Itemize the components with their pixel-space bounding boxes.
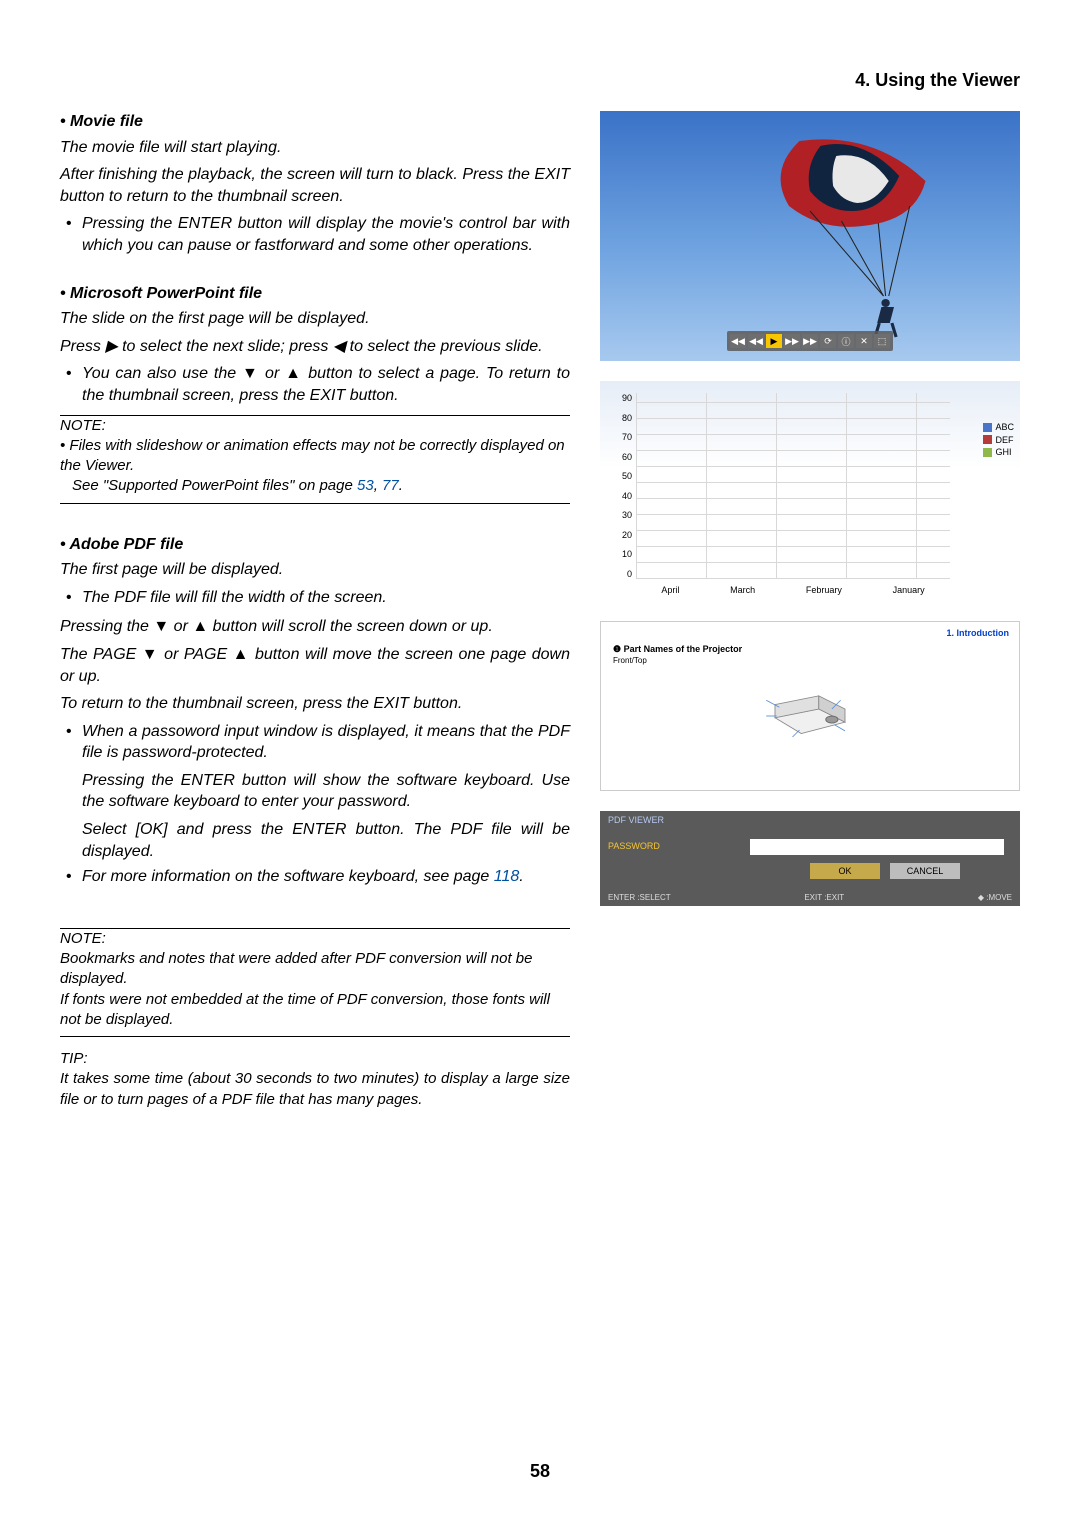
tip-text: It takes some time (about 30 seconds to … — [60, 1069, 570, 1110]
control-button[interactable]: ✕ — [856, 334, 872, 348]
page-number: 58 — [0, 1461, 1080, 1482]
pdf-b2a: When a passoword input window is display… — [82, 723, 570, 762]
legend-item: DEF — [983, 434, 1014, 447]
chart-ytick: 20 — [606, 530, 632, 540]
chart-ytick: 90 — [606, 393, 632, 403]
legend-label: DEF — [995, 434, 1013, 447]
figure-column: ◀◀◀◀▶▶▶▶▶⟳ⓘ✕⬚ 9080706050403020100 AprilM… — [600, 111, 1020, 1110]
pdf-b1: The PDF file will fill the width of the … — [60, 587, 570, 609]
movie-bullet: Pressing the ENTER button will display t… — [60, 213, 570, 256]
ppt-note-2: See "Supported PowerPoint files" on page… — [60, 476, 570, 496]
pdf-p1: The first page will be displayed. — [60, 559, 570, 581]
text-column: • Movie file The movie file will start p… — [60, 111, 570, 1110]
legend-item: ABC — [983, 421, 1014, 434]
legend-swatch — [983, 435, 992, 444]
pdf-heading: • Adobe PDF file — [60, 534, 570, 556]
pdf-fig-ft: Front/Top — [613, 656, 647, 665]
legend-swatch — [983, 423, 992, 432]
legend-swatch — [983, 448, 992, 457]
parachute-illustration — [600, 111, 1020, 361]
link-118[interactable]: 118 — [494, 868, 520, 885]
dialog-hint-move: ◆ :MOVE — [978, 893, 1012, 902]
ppt-note-label: NOTE: — [60, 416, 570, 436]
chart-xtick: January — [893, 585, 925, 595]
chart-x-labels: April March February January — [636, 585, 950, 595]
link-53[interactable]: 53 — [357, 477, 374, 494]
control-button[interactable]: ▶ — [766, 334, 782, 348]
ppt-note-1: • Files with slideshow or animation effe… — [60, 436, 570, 477]
dialog-footer: ENTER :SELECT EXIT :EXIT ◆ :MOVE — [608, 893, 1012, 902]
ppt-p1: The slide on the first page will be disp… — [60, 308, 570, 330]
chart-legend: ABCDEFGHI — [983, 421, 1014, 459]
chapter-header: 4. Using the Viewer — [60, 70, 1020, 91]
dialog-password-input[interactable] — [750, 839, 1004, 855]
chart-ytick: 70 — [606, 432, 632, 442]
projector-diagram-icon — [755, 674, 865, 744]
movie-figure: ◀◀◀◀▶▶▶▶▶⟳ⓘ✕⬚ — [600, 111, 1020, 361]
chart-y-labels: 90 80 70 60 50 40 30 20 10 0 — [606, 393, 632, 579]
link-77[interactable]: 77 — [382, 477, 399, 494]
legend-item: GHI — [983, 446, 1014, 459]
ppt-note-sep: , — [374, 477, 382, 494]
dialog-cancel-button[interactable]: CANCEL — [890, 863, 960, 879]
chart-ytick: 0 — [606, 569, 632, 579]
tip-label: TIP: — [60, 1049, 570, 1069]
ppt-note-end: . — [399, 477, 403, 494]
chart-ytick: 80 — [606, 413, 632, 423]
dialog-hint-select: ENTER :SELECT — [608, 893, 671, 902]
movie-p1: The movie file will start playing. — [60, 137, 570, 159]
pdf-b3a: For more information on the software key… — [82, 868, 494, 885]
movie-control-bar: ◀◀◀◀▶▶▶▶▶⟳ⓘ✕⬚ — [727, 331, 893, 351]
movie-heading: • Movie file — [60, 111, 570, 133]
chart-xtick: February — [806, 585, 842, 595]
pdf-fig-sub: ❶ Part Names of the Projector — [613, 644, 742, 655]
chart-ytick: 60 — [606, 452, 632, 462]
control-button[interactable]: ◀◀ — [730, 334, 746, 348]
legend-label: ABC — [995, 421, 1014, 434]
pdf-p4: To return to the thumbnail screen, press… — [60, 693, 570, 715]
chart-ytick: 50 — [606, 471, 632, 481]
control-button[interactable]: ▶▶ — [802, 334, 818, 348]
control-button[interactable]: ▶▶ — [784, 334, 800, 348]
chart-ytick: 10 — [606, 549, 632, 559]
chart-bars — [636, 393, 950, 579]
chart-ytick: 40 — [606, 491, 632, 501]
ppt-bullet: You can also use the ▼ or ▲ button to se… — [60, 363, 570, 406]
pdf-p2: Pressing the ▼ or ▲ button will scroll t… — [60, 616, 570, 638]
pdf-b2: When a passoword input window is display… — [60, 721, 570, 863]
chart-figure: 90 80 70 60 50 40 30 20 10 0 April March February Ja… — [600, 381, 1020, 601]
control-button[interactable]: ◀◀ — [748, 334, 764, 348]
ppt-note-2a: See "Supported PowerPoint files" on page — [60, 477, 357, 494]
control-button[interactable]: ⟳ — [820, 334, 836, 348]
control-button[interactable]: ⬚ — [874, 334, 890, 348]
chart-xtick: April — [661, 585, 679, 595]
ppt-heading: • Microsoft PowerPoint file — [60, 283, 570, 305]
dialog-ok-button[interactable]: OK — [810, 863, 880, 879]
chart-ytick: 30 — [606, 510, 632, 520]
pdf-note-1: Bookmarks and notes that were added afte… — [60, 949, 570, 990]
dialog-password-label: PASSWORD — [608, 841, 660, 851]
pdf-note-label: NOTE: — [60, 929, 570, 949]
pdf-b2c: Select [OK] and press the ENTER button. … — [82, 821, 570, 860]
pdf-page-figure: 1. Introduction ❶ Part Names of the Proj… — [600, 621, 1020, 791]
pdf-note-2: If fonts were not embedded at the time o… — [60, 990, 570, 1031]
password-dialog-figure: PDF VIEWER PASSWORD OK CANCEL ENTER :SEL… — [600, 811, 1020, 906]
dialog-title: PDF VIEWER — [608, 815, 664, 825]
legend-label: GHI — [995, 446, 1011, 459]
pdf-b3: For more information on the software key… — [60, 866, 570, 888]
control-button[interactable]: ⓘ — [838, 334, 854, 348]
movie-p2: After finishing the playback, the screen… — [60, 164, 570, 207]
pdf-p3: The PAGE ▼ or PAGE ▲ button will move th… — [60, 644, 570, 687]
pdf-fig-title: 1. Introduction — [947, 628, 1010, 638]
dialog-hint-exit: EXIT :EXIT — [804, 893, 844, 902]
pdf-b3end: . — [519, 868, 523, 885]
pdf-b2b: Pressing the ENTER button will show the … — [82, 772, 570, 811]
ppt-p2: Press ▶ to select the next slide; press … — [60, 336, 570, 358]
chart-xtick: March — [730, 585, 755, 595]
